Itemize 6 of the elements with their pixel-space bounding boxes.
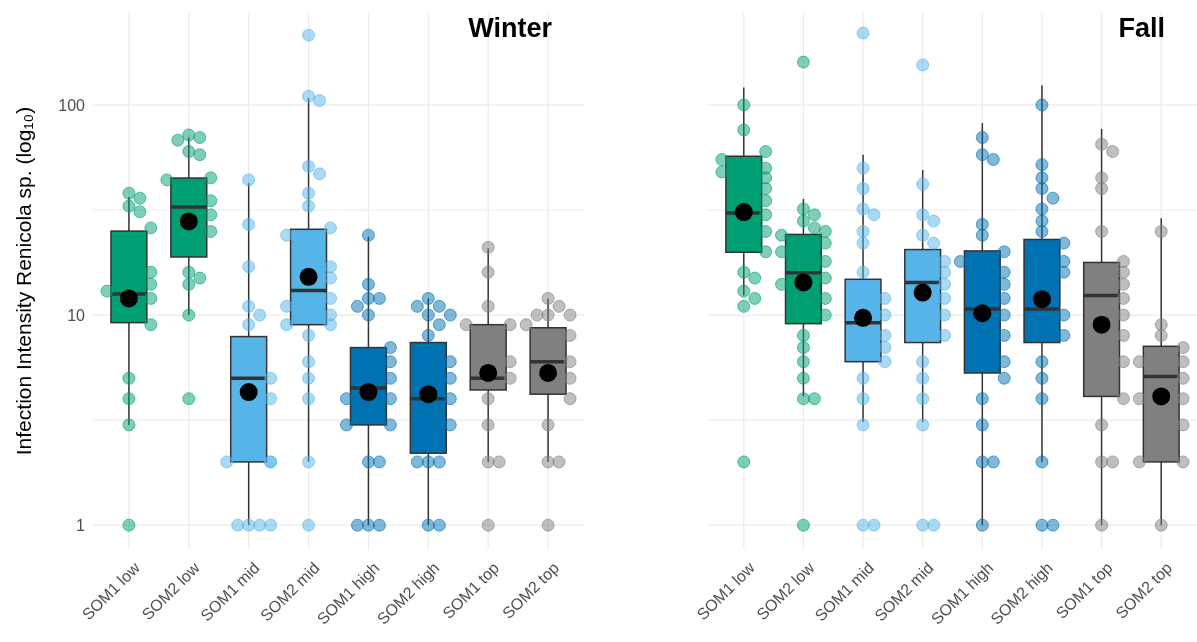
- y-tick-label: 100: [58, 96, 86, 114]
- chart-title: Winter: [468, 13, 553, 43]
- y-tick-label: 10: [67, 306, 86, 324]
- chart-title: Fall: [1118, 13, 1165, 43]
- y-axis-title: Infection Intensity Renicola sp. (log₁₀): [12, 106, 35, 456]
- y-tick-label: 1: [76, 516, 86, 534]
